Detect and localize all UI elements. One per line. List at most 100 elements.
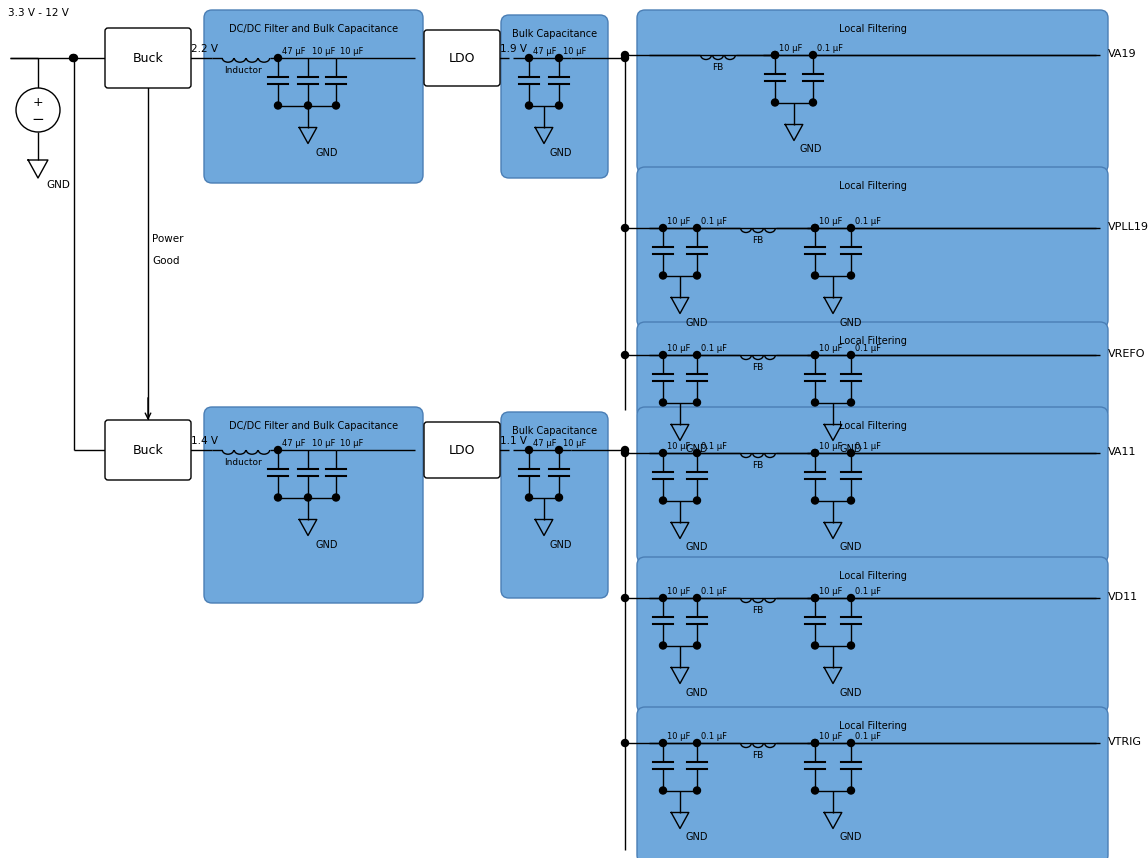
Text: GND: GND bbox=[687, 444, 708, 455]
Text: 47 µF: 47 µF bbox=[282, 439, 305, 448]
Circle shape bbox=[659, 595, 667, 601]
Text: FB: FB bbox=[713, 63, 723, 72]
Text: FB: FB bbox=[752, 236, 763, 245]
Circle shape bbox=[621, 595, 628, 601]
FancyBboxPatch shape bbox=[637, 407, 1108, 563]
Text: 10 µF: 10 µF bbox=[667, 344, 690, 353]
Circle shape bbox=[693, 595, 700, 601]
Text: FB: FB bbox=[752, 606, 763, 615]
Circle shape bbox=[847, 399, 854, 406]
Circle shape bbox=[771, 51, 778, 58]
Circle shape bbox=[847, 450, 854, 456]
Circle shape bbox=[693, 497, 700, 504]
Circle shape bbox=[812, 595, 819, 601]
Text: LDO: LDO bbox=[449, 444, 475, 456]
Circle shape bbox=[556, 102, 563, 109]
Circle shape bbox=[16, 88, 60, 132]
Circle shape bbox=[812, 642, 819, 649]
Circle shape bbox=[693, 450, 700, 456]
Text: +: + bbox=[32, 96, 44, 110]
Circle shape bbox=[659, 399, 667, 406]
Text: 0.1 µF: 0.1 µF bbox=[701, 732, 727, 741]
Text: Local Filtering: Local Filtering bbox=[838, 721, 907, 731]
FancyBboxPatch shape bbox=[637, 167, 1108, 328]
Circle shape bbox=[659, 497, 667, 504]
Text: Inductor: Inductor bbox=[224, 66, 262, 75]
FancyBboxPatch shape bbox=[104, 28, 191, 88]
Circle shape bbox=[526, 494, 533, 501]
Circle shape bbox=[304, 494, 311, 501]
Text: 10 µF: 10 µF bbox=[819, 344, 843, 353]
Circle shape bbox=[621, 352, 628, 359]
Text: 0.1 µF: 0.1 µF bbox=[855, 442, 881, 451]
Text: GND: GND bbox=[839, 317, 861, 328]
Text: FB: FB bbox=[752, 363, 763, 372]
Circle shape bbox=[621, 740, 628, 746]
Circle shape bbox=[659, 225, 667, 232]
Circle shape bbox=[693, 352, 700, 359]
Text: Local Filtering: Local Filtering bbox=[838, 421, 907, 431]
Text: GND: GND bbox=[687, 687, 708, 698]
Text: 10 µF: 10 µF bbox=[667, 217, 690, 226]
Text: 10 µF: 10 µF bbox=[563, 47, 587, 56]
Text: VPLL19: VPLL19 bbox=[1108, 222, 1148, 232]
Text: GND: GND bbox=[550, 540, 573, 549]
FancyBboxPatch shape bbox=[204, 10, 422, 183]
Circle shape bbox=[526, 446, 533, 454]
Text: Buck: Buck bbox=[133, 444, 163, 456]
FancyBboxPatch shape bbox=[637, 10, 1108, 173]
Text: Inductor: Inductor bbox=[224, 458, 262, 467]
Text: DC/DC Filter and Bulk Capacitance: DC/DC Filter and Bulk Capacitance bbox=[228, 24, 398, 34]
Circle shape bbox=[621, 55, 628, 62]
Text: 10 µF: 10 µF bbox=[667, 732, 690, 741]
Text: 10 µF: 10 µF bbox=[779, 44, 802, 53]
Text: LDO: LDO bbox=[449, 51, 475, 64]
Circle shape bbox=[847, 642, 854, 649]
Circle shape bbox=[274, 55, 281, 62]
FancyBboxPatch shape bbox=[424, 30, 501, 86]
Circle shape bbox=[333, 494, 340, 501]
Text: Bulk Capacitance: Bulk Capacitance bbox=[512, 29, 597, 39]
Text: GND: GND bbox=[687, 832, 708, 843]
Circle shape bbox=[809, 99, 816, 106]
FancyBboxPatch shape bbox=[424, 422, 501, 478]
Text: Local Filtering: Local Filtering bbox=[838, 181, 907, 191]
Circle shape bbox=[812, 740, 819, 746]
Text: 10 µF: 10 µF bbox=[819, 587, 843, 596]
FancyBboxPatch shape bbox=[637, 707, 1108, 858]
Text: GND: GND bbox=[316, 540, 339, 549]
Text: 10 µF: 10 µF bbox=[819, 442, 843, 451]
Circle shape bbox=[659, 642, 667, 649]
Circle shape bbox=[771, 51, 778, 58]
Circle shape bbox=[556, 494, 563, 501]
Text: 0.1 µF: 0.1 µF bbox=[855, 587, 881, 596]
Circle shape bbox=[693, 787, 700, 794]
Circle shape bbox=[659, 740, 667, 746]
Text: GND: GND bbox=[46, 180, 70, 190]
Circle shape bbox=[304, 102, 311, 109]
Text: VREFO: VREFO bbox=[1108, 349, 1146, 359]
Circle shape bbox=[526, 55, 533, 62]
Text: VA19: VA19 bbox=[1108, 49, 1137, 59]
Text: GND: GND bbox=[839, 444, 861, 455]
Circle shape bbox=[847, 272, 854, 279]
Circle shape bbox=[847, 787, 854, 794]
Text: GND: GND bbox=[687, 542, 708, 553]
Circle shape bbox=[333, 102, 340, 109]
FancyBboxPatch shape bbox=[637, 557, 1108, 713]
Text: 10 µF: 10 µF bbox=[340, 439, 364, 448]
Text: Buck: Buck bbox=[133, 51, 163, 64]
Text: Local Filtering: Local Filtering bbox=[838, 571, 907, 581]
Text: Local Filtering: Local Filtering bbox=[838, 336, 907, 346]
Text: 0.1 µF: 0.1 µF bbox=[701, 344, 727, 353]
Circle shape bbox=[693, 225, 700, 232]
Circle shape bbox=[693, 272, 700, 279]
Circle shape bbox=[693, 642, 700, 649]
Text: Good: Good bbox=[152, 256, 179, 266]
Text: FB: FB bbox=[752, 751, 763, 760]
Circle shape bbox=[274, 446, 281, 454]
Circle shape bbox=[621, 51, 628, 58]
Circle shape bbox=[812, 352, 819, 359]
Circle shape bbox=[621, 225, 628, 232]
Circle shape bbox=[812, 787, 819, 794]
